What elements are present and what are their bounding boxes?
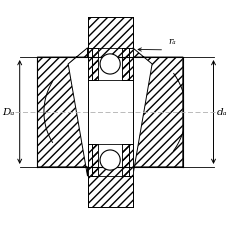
Bar xyxy=(91,49,98,81)
Bar xyxy=(87,144,98,176)
Bar xyxy=(87,49,98,81)
Bar xyxy=(121,144,128,176)
Text: rₐ: rₐ xyxy=(168,37,175,46)
Polygon shape xyxy=(87,18,132,58)
Text: Dₐ: Dₐ xyxy=(3,108,15,117)
Bar xyxy=(121,144,132,176)
Polygon shape xyxy=(87,167,132,207)
Bar xyxy=(87,144,98,176)
Circle shape xyxy=(100,55,120,75)
Bar xyxy=(87,49,98,81)
Bar xyxy=(121,144,132,176)
Polygon shape xyxy=(37,49,87,176)
Bar xyxy=(91,144,98,176)
Bar xyxy=(91,49,98,81)
Circle shape xyxy=(100,150,120,170)
Bar xyxy=(91,144,98,176)
Bar xyxy=(121,49,128,81)
Bar xyxy=(121,49,128,81)
Bar xyxy=(121,49,132,81)
Polygon shape xyxy=(132,49,182,176)
Bar xyxy=(121,49,132,81)
Text: dₐ: dₐ xyxy=(216,108,226,117)
Bar xyxy=(121,144,128,176)
